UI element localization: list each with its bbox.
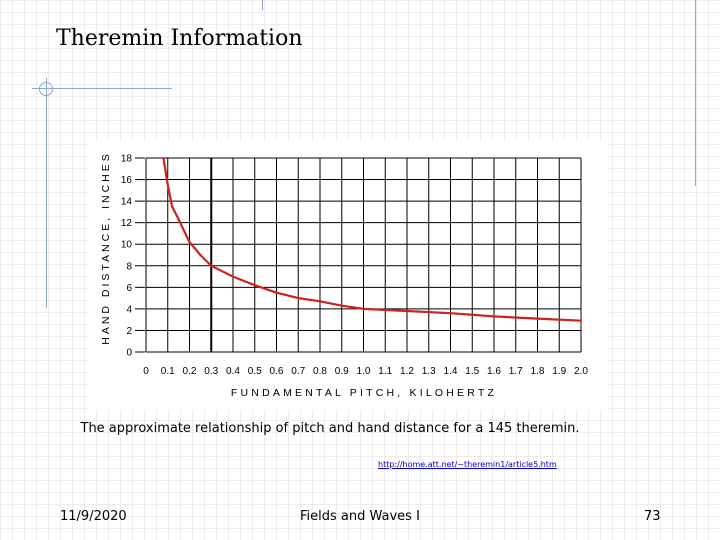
x-tick-label: 1.3 xyxy=(422,366,436,377)
x-tick-label: 0.3 xyxy=(204,366,218,377)
slide-title: Theremin Information xyxy=(56,26,303,51)
y-tick-label: 2 xyxy=(126,326,132,337)
decorative-circle-icon xyxy=(39,82,53,96)
x-tick-label: 0 xyxy=(143,366,149,377)
chart-ticks: 0 2 4 6 8 10 12 14 16 18 0 0.1 0.2 0.3 0.4 0.5 0.6 0.7 0.8… xyxy=(121,154,589,378)
x-tick-label: 0.7 xyxy=(291,366,305,377)
x-tick-label: 1.4 xyxy=(444,366,458,377)
decorative-line-right xyxy=(695,0,696,186)
y-tick-label: 8 xyxy=(126,261,132,272)
footer-date: 11/9/2020 xyxy=(60,509,127,524)
x-tick-label: 1.6 xyxy=(487,366,501,377)
y-tick-label: 14 xyxy=(121,197,133,208)
chart: 0 2 4 6 8 10 12 14 16 18 0 0.1 0.2 0.3 0.4 0.5 0.6 0.7 0.8… xyxy=(88,140,608,410)
x-tick-label: 1.8 xyxy=(531,366,545,377)
x-tick-label: 0.2 xyxy=(183,366,197,377)
y-tick-label: 16 xyxy=(121,175,133,186)
page-number: 73 xyxy=(644,509,661,524)
x-tick-label: 1.5 xyxy=(465,366,479,377)
x-tick-label: 0.6 xyxy=(270,366,284,377)
y-tick-label: 10 xyxy=(121,240,133,251)
chart-caption: The approximate relationship of pitch an… xyxy=(80,421,580,436)
y-tick-label: 4 xyxy=(126,304,132,315)
x-tick-label: 0.9 xyxy=(335,366,349,377)
x-tick-label: 1.0 xyxy=(357,366,371,377)
x-tick-label: 0.5 xyxy=(248,366,262,377)
x-tick-label: 0.1 xyxy=(161,366,175,377)
x-tick-label: 1.9 xyxy=(552,366,566,377)
x-tick-label: 2.0 xyxy=(574,366,588,377)
decorative-line-horizontal xyxy=(32,88,172,89)
x-tick-label: 0.4 xyxy=(226,366,240,377)
chart-series xyxy=(162,157,582,322)
footer-title: Fields and Waves I xyxy=(300,509,420,524)
source-link[interactable]: http://home.att.net/~theremin1/article5.… xyxy=(378,460,557,469)
y-tick-label: 6 xyxy=(126,283,132,294)
decorative-line-vertical xyxy=(46,78,47,308)
x-axis-label: FUNDAMENTAL PITCH, KILOHERTZ xyxy=(231,387,497,399)
series-line xyxy=(162,157,582,322)
x-tick-label: 1.7 xyxy=(509,366,523,377)
decorative-line-top xyxy=(262,0,263,10)
x-tick-label: 0.8 xyxy=(313,366,327,377)
y-tick-label: 0 xyxy=(126,348,132,359)
x-tick-label: 1.1 xyxy=(378,366,392,377)
y-tick-label: 18 xyxy=(121,154,133,165)
chart-svg: 0 2 4 6 8 10 12 14 16 18 0 0.1 0.2 0.3 0.4 0.5 0.6 0.7 0.8… xyxy=(100,151,589,399)
y-tick-label: 12 xyxy=(121,218,133,229)
chart-grid xyxy=(145,157,582,353)
x-tick-label: 1.2 xyxy=(400,366,414,377)
y-axis-label: HAND DISTANCE, INCHES xyxy=(100,151,112,345)
